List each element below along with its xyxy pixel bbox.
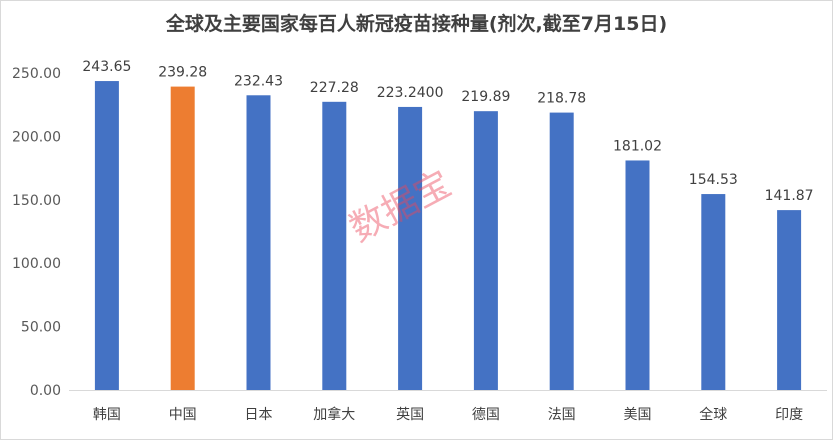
data-label: 219.89 <box>461 89 510 105</box>
x-tick-label: 加拿大 <box>313 406 355 423</box>
bar <box>549 112 574 390</box>
y-tick-label: 150.00 <box>12 193 61 209</box>
data-label: 223.2400 <box>377 85 444 101</box>
bar <box>170 86 195 390</box>
x-tick-label: 印度 <box>775 407 803 423</box>
bar <box>94 81 119 390</box>
data-label: 218.78 <box>537 91 586 107</box>
bar <box>777 210 802 390</box>
x-tick-label: 法国 <box>548 407 576 423</box>
bar <box>322 101 347 390</box>
x-tick-label: 中国 <box>169 407 197 423</box>
bar <box>473 111 498 391</box>
data-label: 232.43 <box>234 73 283 89</box>
x-tick-label: 全球 <box>699 406 727 423</box>
y-tick-label: 50.00 <box>21 320 61 336</box>
data-label: 181.02 <box>613 138 662 154</box>
y-tick-label: 100.00 <box>12 256 61 272</box>
x-tick-label: 美国 <box>624 407 652 423</box>
data-label: 243.65 <box>82 59 131 75</box>
x-tick-label: 德国 <box>472 407 500 423</box>
data-label: 239.28 <box>158 65 207 81</box>
data-label: 141.87 <box>765 188 814 204</box>
y-tick-label: 0.00 <box>30 383 61 399</box>
chart-title: 全球及主要国家每百人新冠疫苗接种量(剂次,截至7月15日) <box>165 13 668 35</box>
bar <box>625 160 650 390</box>
data-label: 227.28 <box>310 80 359 96</box>
x-tick-label: 日本 <box>245 407 273 423</box>
bar <box>246 95 271 391</box>
y-tick-label: 200.00 <box>12 129 61 145</box>
bar <box>701 194 726 390</box>
data-label: 154.53 <box>689 172 738 188</box>
bar <box>398 106 423 391</box>
x-tick-label: 韩国 <box>93 407 121 423</box>
x-tick-label: 英国 <box>396 406 424 423</box>
y-tick-label: 250.00 <box>12 66 61 82</box>
